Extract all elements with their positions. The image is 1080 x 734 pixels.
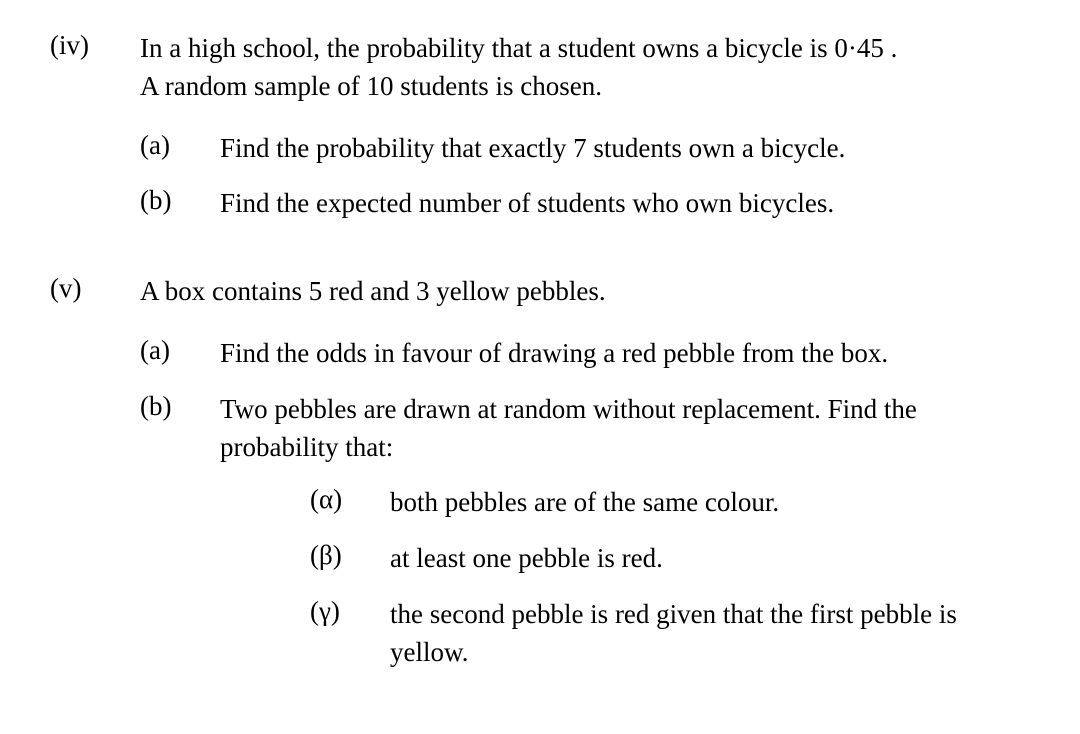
q5-b-beta-text: at least one pebble is red. — [390, 540, 1030, 578]
q5-a-marker: (a) — [140, 335, 220, 366]
question-iv: (iv) In a high school, the probability t… — [50, 30, 1030, 223]
q4-b-marker: (b) — [140, 185, 220, 216]
q5-intro-row: (v) A box contains 5 red and 3 yellow pe… — [50, 273, 1030, 311]
q5-b-beta-row: (β) at least one pebble is red. — [220, 540, 1030, 578]
q5-part-b-row: (b) Two pebbles are drawn at random with… — [50, 391, 1030, 467]
q5-b-gamma-text: the second pebble is red given that the … — [390, 596, 1030, 672]
q4-a-text: Find the probability that exactly 7 stud… — [220, 130, 1030, 168]
q5-b-subparts: (α) both pebbles are of the same colour.… — [50, 484, 1030, 671]
q4-number: (iv) — [50, 30, 140, 61]
q5-b-gamma-row: (γ) the second pebble is red given that … — [220, 596, 1030, 672]
q5-b-alpha-text: both pebbles are of the same colour. — [390, 484, 1030, 522]
q5-intro: A box contains 5 red and 3 yellow pebble… — [140, 273, 1030, 311]
q5-number: (v) — [50, 273, 140, 304]
q5-part-a-row: (a) Find the odds in favour of drawing a… — [50, 335, 1030, 373]
q4-intro: In a high school, the probability that a… — [140, 30, 1030, 106]
q5-b-alpha-marker: (α) — [310, 484, 390, 515]
q4-part-a-row: (a) Find the probability that exactly 7 … — [50, 130, 1030, 168]
q4-part-b-row: (b) Find the expected number of students… — [50, 185, 1030, 223]
q5-b-text: Two pebbles are drawn at random without … — [220, 391, 1030, 467]
q4-b-text: Find the expected number of students who… — [220, 185, 1030, 223]
question-v: (v) A box contains 5 red and 3 yellow pe… — [50, 273, 1030, 671]
q5-b-alpha-row: (α) both pebbles are of the same colour. — [220, 484, 1030, 522]
q5-b-marker: (b) — [140, 391, 220, 422]
q4-intro-line2: A random sample of 10 students is chosen… — [140, 71, 602, 101]
q5-a-text: Find the odds in favour of drawing a red… — [220, 335, 1030, 373]
q5-b-gamma-marker: (γ) — [310, 596, 390, 627]
q4-intro-row: (iv) In a high school, the probability t… — [50, 30, 1030, 106]
q5-b-beta-marker: (β) — [310, 540, 390, 571]
q4-intro-line1: In a high school, the probability that a… — [140, 33, 897, 63]
q4-a-marker: (a) — [140, 130, 220, 161]
